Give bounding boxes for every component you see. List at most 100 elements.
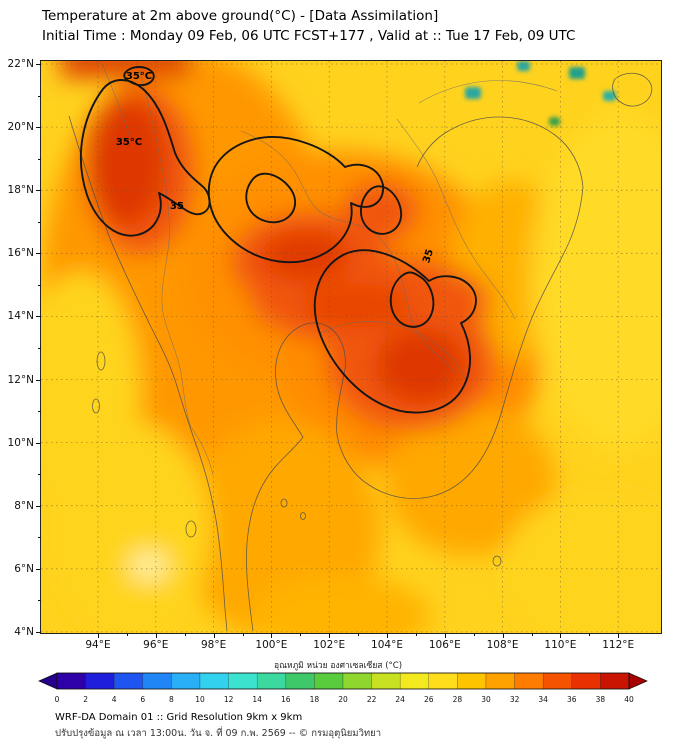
colorbar-tick-label: 14	[252, 695, 262, 704]
colorbar-segment	[342, 672, 372, 690]
x-tick-mark	[242, 633, 244, 636]
temperature-map: 35°C 35°C 35 35	[41, 61, 661, 633]
x-tick-label: 98°E	[200, 639, 227, 651]
y-tick-label: 4°N	[14, 625, 34, 638]
x-tick-mark	[473, 633, 475, 636]
x-tick-label: 106°E	[428, 639, 461, 651]
x-tick-mark	[155, 633, 157, 638]
colorbar-segment	[256, 672, 287, 690]
country-borders	[100, 61, 558, 476]
x-tick-mark	[213, 633, 215, 638]
y-tick-mark	[38, 474, 41, 476]
colorbar-segment	[457, 672, 487, 690]
x-tick-mark	[98, 633, 99, 638]
y-tick-label: 8°N	[14, 499, 34, 512]
colorbar-tick-label: 40	[624, 695, 634, 704]
colorbar-tick-label: 4	[111, 695, 117, 704]
y-tick-mark	[38, 411, 41, 413]
colorbar-segment	[542, 672, 573, 690]
colorbar-tick-label: 28	[452, 695, 463, 704]
colorbar-tick-label: 30	[481, 695, 491, 704]
map-subtitle: Initial Time : Monday 09 Feb, 06 UTC FCS…	[42, 28, 576, 44]
colorbar-tick-label: 32	[509, 695, 520, 704]
y-tick-mark	[36, 190, 41, 192]
x-tick-mark	[618, 633, 620, 638]
colorbar-segment	[600, 672, 630, 690]
y-tick-label: 12°N	[7, 373, 34, 386]
colorbar-tick-label: 24	[395, 695, 405, 704]
footer: WRF-DA Domain 01 :: Grid Resolution 9km …	[55, 710, 381, 742]
colorbar-segment	[199, 672, 229, 690]
x-tick-mark	[329, 633, 331, 638]
contour-label-35-west: 35	[170, 201, 184, 212]
colorbar-left-arrow	[38, 672, 58, 690]
y-tick-label: 22°N	[7, 58, 34, 70]
footer-domain-info: WRF-DA Domain 01 :: Grid Resolution 9km …	[55, 712, 303, 723]
x-tick-label: 102°E	[313, 639, 346, 651]
colorbar-tick-label: 26	[424, 695, 434, 704]
x-tick-mark	[560, 633, 562, 638]
colorbar-tick-label: 20	[338, 695, 348, 704]
x-tick-mark	[387, 633, 388, 638]
y-tick-mark	[36, 631, 41, 633]
colorbar-segment	[371, 672, 401, 690]
x-tick-label: 104°E	[371, 639, 403, 651]
colorbar-tick-label: 2	[83, 695, 88, 704]
colorbar-tick-label: 6	[140, 695, 146, 704]
colorbar-segment	[571, 672, 601, 690]
colorbar-right-arrow	[628, 672, 648, 690]
contour-lines-35c	[79, 66, 477, 414]
x-tick-mark	[126, 633, 128, 636]
y-tick-mark	[38, 95, 41, 97]
x-tick-mark	[444, 633, 446, 638]
x-tick-mark	[184, 633, 186, 636]
colorbar-segment	[428, 672, 458, 690]
y-tick-mark	[38, 537, 41, 539]
colorbar-segment	[399, 672, 430, 690]
y-tick-label: 20°N	[7, 121, 34, 134]
map-plot: 35°C 35°C 35 35 22°N 20°N 18°N 16°N 14°N 12°N…	[8, 58, 662, 651]
colorbar-section: อุณหภูมิ หน่วย องศาเซลเซียส (°C) 0 2 4 6 8 10…	[0, 658, 676, 708]
colorbar	[38, 672, 648, 690]
footer-update-info: ปรับปรุงข้อมูล ณ เวลา 13:00น. วัน จ. ที่…	[55, 728, 382, 739]
colorbar-tick-label: 0	[54, 695, 60, 704]
x-tick-mark	[502, 633, 504, 638]
colorbar-tick-label: 12	[223, 695, 234, 704]
colorbar-title: อุณหภูมิ หน่วย องศาเซลเซียส (°C)	[273, 661, 403, 671]
colorbar-tick-label: 18	[309, 695, 320, 704]
coastlines	[68, 72, 653, 632]
x-tick-mark	[358, 633, 360, 636]
y-tick-mark	[36, 568, 41, 570]
contour-label-35c-top: 35°C	[126, 71, 152, 82]
colorbar-segment	[85, 672, 115, 690]
y-tick-mark	[38, 347, 41, 349]
lat-lon-grid	[41, 61, 661, 633]
y-tick-mark	[36, 316, 41, 318]
x-tick-label: 112°E	[602, 639, 635, 651]
cool-spots	[465, 61, 616, 126]
header: Temperature at 2m above ground(°C) - [Da…	[42, 6, 575, 46]
y-tick-label: 16°N	[7, 247, 34, 260]
map-title: Temperature at 2m above ground(°C) - [Da…	[42, 8, 439, 24]
y-tick-mark	[36, 64, 41, 65]
colorbar-tick-label: 22	[366, 695, 377, 704]
y-tick-label: 14°N	[7, 310, 34, 323]
contour-labels: 35°C 35°C 35 35	[116, 71, 436, 265]
y-tick-label: 18°N	[7, 184, 34, 197]
x-tick-mark	[531, 633, 533, 636]
y-tick-mark	[38, 284, 41, 286]
colorbar-segment	[285, 672, 315, 690]
colorbar-segment	[113, 672, 144, 690]
colorbar-tick-label: 8	[169, 695, 174, 704]
colorbar-outline	[56, 672, 630, 690]
x-tick-label: 110°E	[544, 639, 577, 651]
y-tick-mark	[36, 253, 41, 255]
colorbar-tick-label: 10	[195, 695, 205, 704]
colorbar-segment	[485, 672, 515, 690]
colorbar-tick-label: 34	[538, 695, 548, 704]
colorbar-segment	[56, 672, 86, 690]
y-tick-label: 6°N	[14, 562, 34, 575]
y-tick-label: 10°N	[7, 436, 34, 449]
y-tick-mark	[38, 600, 41, 602]
x-tick-mark	[300, 633, 302, 636]
